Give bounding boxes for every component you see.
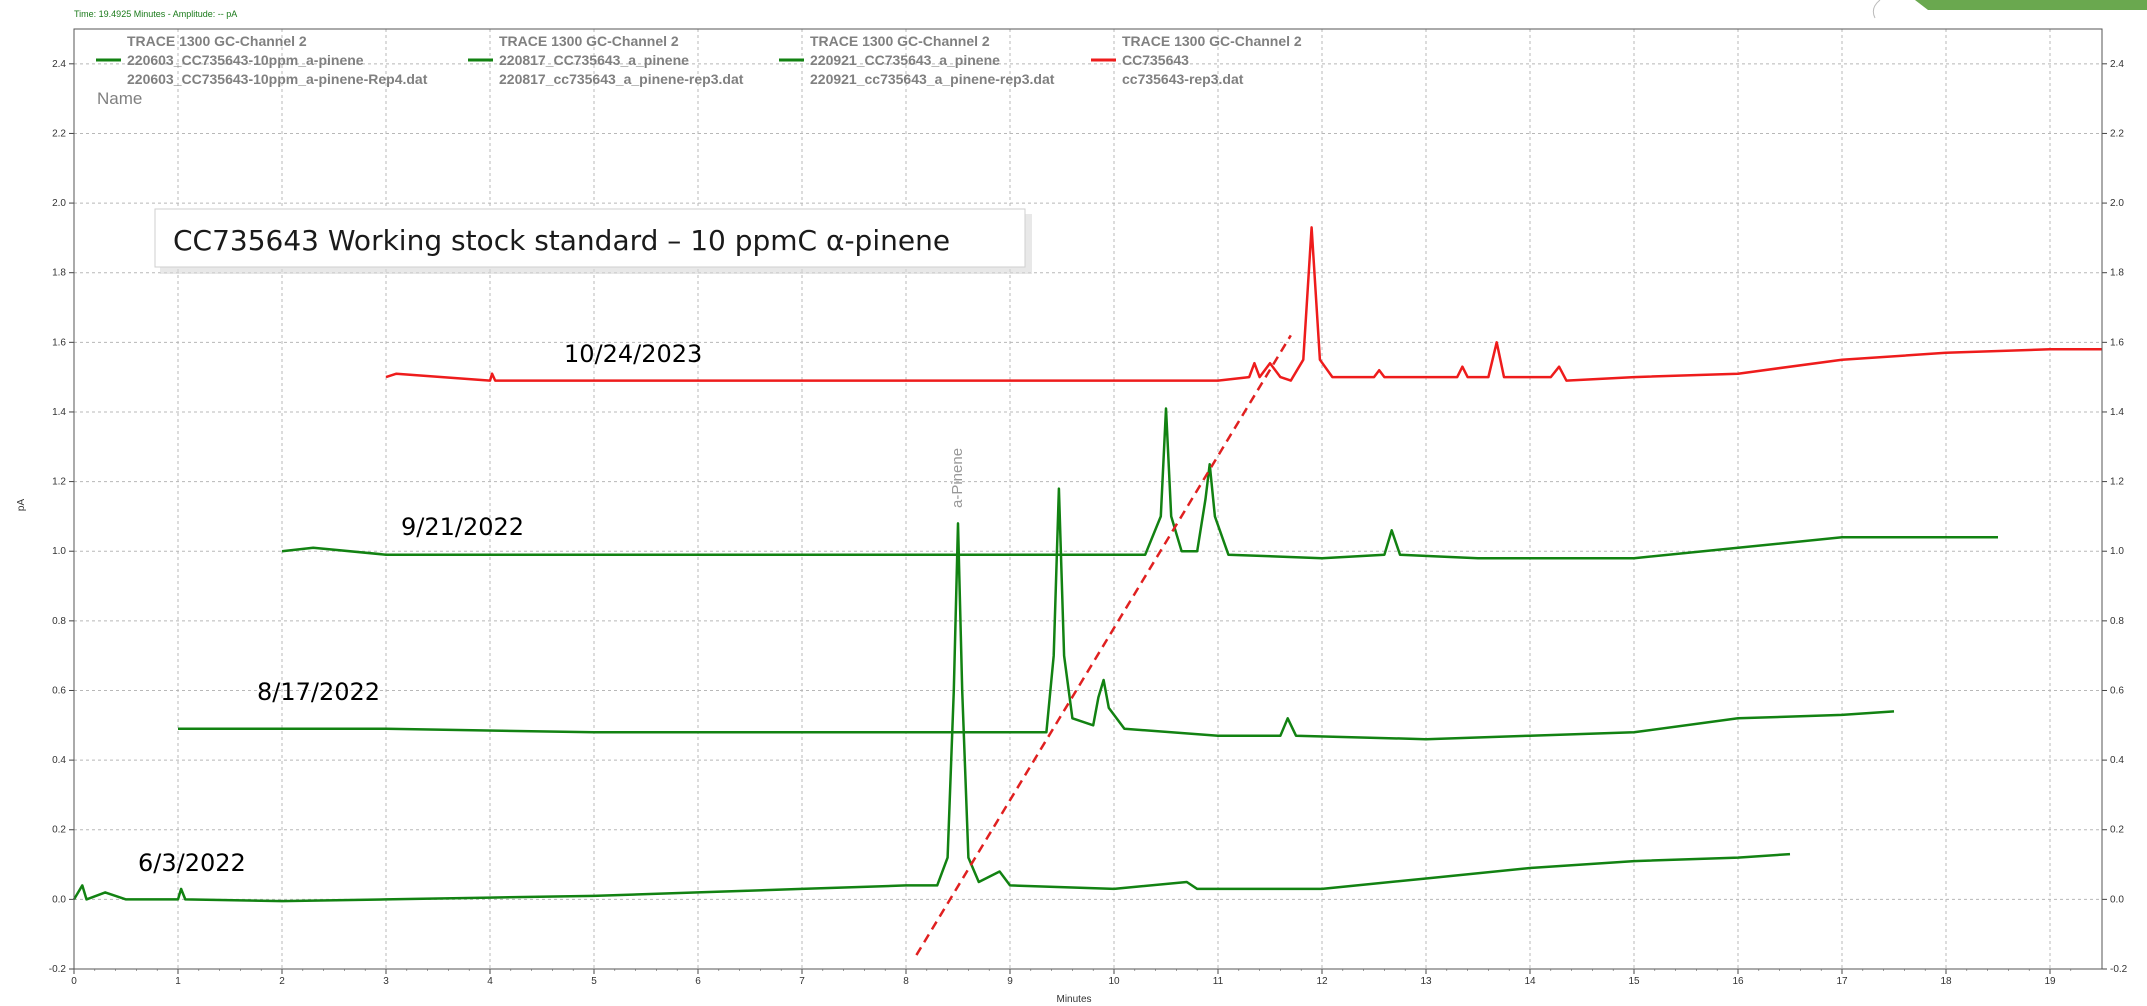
legend-entry[interactable]: TRACE 1300 GC-Channel 2 220817_CC735643_… bbox=[468, 33, 744, 87]
date-label: 9/21/2022 bbox=[401, 513, 524, 541]
y-tick-label-right: 0.4 bbox=[2110, 755, 2124, 766]
annotation-box: CC735643 Working stock standard – 10 ppm… bbox=[154, 208, 1032, 274]
y-tick-label-right: 1.4 bbox=[2110, 407, 2124, 418]
legend-instrument: TRACE 1300 GC-Channel 2 bbox=[1122, 33, 1302, 49]
x-tick-label: 7 bbox=[799, 976, 805, 987]
y-tick-label-right: 2.0 bbox=[2110, 198, 2124, 209]
y-tick-label-right: 2.2 bbox=[2110, 128, 2124, 139]
legend-series-name: 220817_CC735643_a_pinene bbox=[499, 52, 689, 68]
x-tick-label: 19 bbox=[2044, 976, 2056, 987]
series-line bbox=[281, 407, 1998, 560]
x-tick-label: 17 bbox=[1836, 976, 1848, 987]
y-tick-label: 0.8 bbox=[52, 616, 66, 627]
x-tick-label: 0 bbox=[71, 976, 77, 987]
grid bbox=[73, 29, 2102, 970]
x-tick-label: 16 bbox=[1732, 976, 1744, 987]
x-tick-label: 8 bbox=[903, 976, 909, 987]
x-tick-label: 12 bbox=[1316, 976, 1328, 987]
legend-instrument: TRACE 1300 GC-Channel 2 bbox=[499, 33, 679, 49]
x-tick-label: 14 bbox=[1524, 976, 1536, 987]
y-tick-label: 2.2 bbox=[52, 128, 66, 139]
date-label: 10/24/2023 bbox=[564, 340, 702, 368]
x-tick-label: 10 bbox=[1108, 976, 1120, 987]
legend: TRACE 1300 GC-Channel 2 220603_CC735643-… bbox=[96, 33, 1302, 108]
y-tick-label: 0.2 bbox=[52, 825, 66, 836]
legend-entry[interactable]: TRACE 1300 GC-Channel 2 CC735643 cc73564… bbox=[1091, 33, 1302, 87]
series-line bbox=[178, 487, 1895, 741]
peak-label: a-Pinene bbox=[949, 448, 966, 508]
y-tick-label: 1.6 bbox=[52, 337, 66, 348]
legend-file: 220603_CC735643-10ppm_a-pinene-Rep4.dat bbox=[127, 71, 428, 87]
y-tick-label: 0.4 bbox=[52, 755, 66, 766]
axis-ticks: 0 1 2 3 4 5 6 7 8 9 10 11 12 13 14 15 16 17 18 19-0.2 -0.20.… bbox=[49, 59, 2128, 987]
corner-accent-curve bbox=[1872, 0, 1881, 19]
y-axis-title: pA bbox=[16, 499, 27, 512]
series-line bbox=[72, 522, 1791, 903]
y-tick-label: 0.6 bbox=[52, 685, 66, 696]
legend-file: 220817_cc735643_a_pinene-rep3.dat bbox=[499, 71, 744, 87]
legend-series-name: 220921_CC735643_a_pinene bbox=[810, 52, 1000, 68]
x-tick-label: 15 bbox=[1628, 976, 1640, 987]
corner-accent-shape bbox=[1915, 0, 2147, 10]
x-tick-label: 18 bbox=[1940, 976, 1952, 987]
y-tick-label: 2.0 bbox=[52, 198, 66, 209]
y-tick-label-right: 0.8 bbox=[2110, 616, 2124, 627]
series-line bbox=[385, 226, 2102, 382]
x-tick-label: 4 bbox=[487, 976, 493, 987]
legend-entry[interactable]: TRACE 1300 GC-Channel 2 220921_CC735643_… bbox=[779, 33, 1055, 87]
y-tick-label-right: 0.2 bbox=[2110, 825, 2124, 836]
y-tick-label: -0.2 bbox=[49, 964, 67, 975]
date-label: 8/17/2022 bbox=[257, 678, 380, 706]
y-tick-label: 1.0 bbox=[52, 546, 66, 557]
x-tick-label: 5 bbox=[591, 976, 597, 987]
legend-instrument: TRACE 1300 GC-Channel 2 bbox=[127, 33, 307, 49]
x-tick-label: 1 bbox=[175, 976, 181, 987]
y-tick-label-right: 0.6 bbox=[2110, 685, 2124, 696]
x-tick-label: 11 bbox=[1213, 976, 1224, 987]
legend-instrument: TRACE 1300 GC-Channel 2 bbox=[810, 33, 990, 49]
x-tick-label: 6 bbox=[695, 976, 701, 987]
traces bbox=[72, 226, 2102, 956]
legend-series-name: CC735643 bbox=[1122, 52, 1189, 68]
annotation-text: CC735643 Working stock standard – 10 ppm… bbox=[173, 224, 950, 257]
y-tick-label-right: 1.8 bbox=[2110, 268, 2124, 279]
x-tick-label: 3 bbox=[383, 976, 389, 987]
y-tick-label: 1.4 bbox=[52, 407, 66, 418]
x-tick-label: 13 bbox=[1420, 976, 1432, 987]
annotation-box-bg bbox=[154, 208, 1026, 268]
y-tick-label: 2.4 bbox=[52, 59, 66, 70]
plot-frame bbox=[73, 28, 2103, 970]
legend-series-name: 220603_CC735643-10ppm_a-pinene bbox=[127, 52, 364, 68]
y-tick-label-right: 2.4 bbox=[2110, 59, 2124, 70]
y-tick-label-right: 1.0 bbox=[2110, 546, 2124, 557]
y-tick-label: 0.0 bbox=[52, 894, 66, 905]
legend-file: 220921_cc735643_a_pinene-rep3.dat bbox=[810, 71, 1055, 87]
legend-file: cc735643-rep3.dat bbox=[1122, 71, 1244, 87]
y-tick-label-right: 1.6 bbox=[2110, 337, 2124, 348]
y-tick-label-right: 1.2 bbox=[2110, 477, 2124, 488]
status-bar-text: Time: 19.4925 Minutes - Amplitude: -- pA bbox=[74, 9, 237, 19]
y-tick-label: 1.2 bbox=[52, 477, 66, 488]
x-tick-label: 9 bbox=[1007, 976, 1013, 987]
legend-entry[interactable]: TRACE 1300 GC-Channel 2 220603_CC735643-… bbox=[96, 33, 428, 87]
x-tick-label: 2 bbox=[279, 976, 285, 987]
trend-line bbox=[915, 334, 1292, 956]
date-label: 6/3/2022 bbox=[138, 849, 246, 877]
y-tick-label: 1.8 bbox=[52, 268, 66, 279]
y-tick-label-right: 0.0 bbox=[2110, 894, 2124, 905]
legend-name-header: Name bbox=[97, 89, 142, 108]
x-axis-title: Minutes bbox=[1056, 994, 1091, 1005]
y-tick-label-right: -0.2 bbox=[2110, 964, 2128, 975]
